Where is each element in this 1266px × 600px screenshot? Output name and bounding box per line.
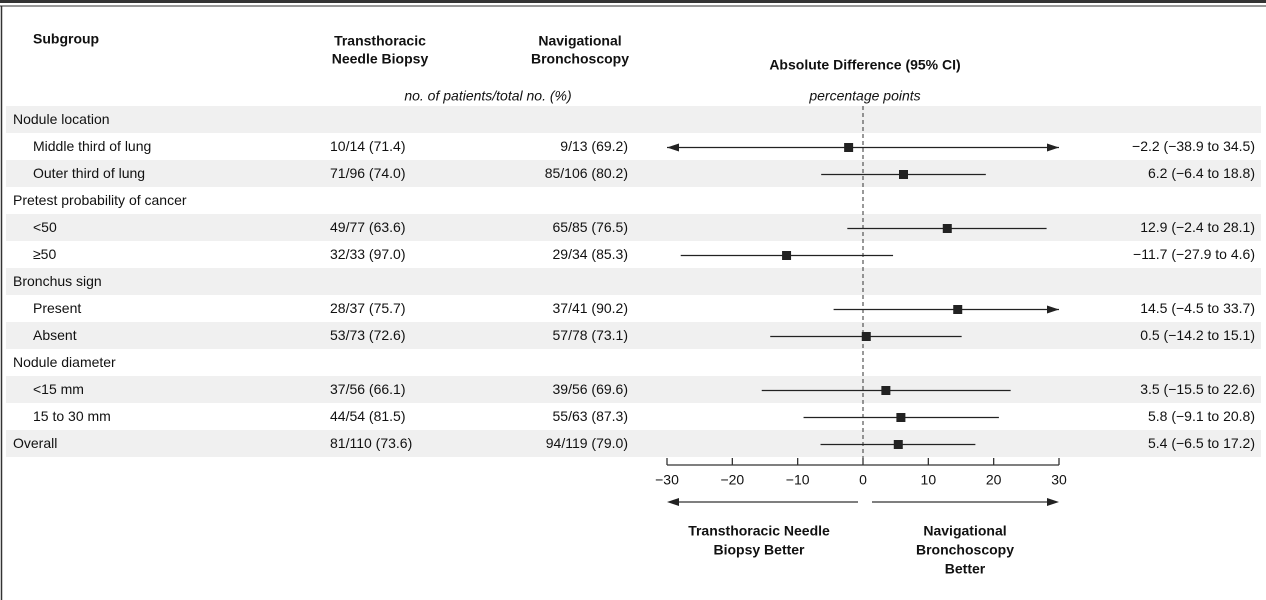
x-tick-label: −30 (655, 472, 679, 488)
cell: 9/13 (69.2) (560, 138, 628, 154)
point-estimate (896, 413, 906, 422)
value-label: 12.9 (−2.4 to 28.1) (1140, 219, 1255, 235)
value-label: 0.5 (−14.2 to 15.1) (1140, 327, 1255, 343)
cell: 28/37 (75.7) (330, 300, 406, 316)
cell: 29/34 (85.3) (553, 246, 629, 262)
row-label: 15 to 30 mm (33, 408, 111, 424)
ci-arrow (1047, 305, 1059, 314)
cell: 39/56 (69.6) (553, 381, 629, 397)
column-header: Navigational (538, 33, 621, 49)
row-shading (6, 160, 1261, 187)
row-shading (6, 268, 1261, 295)
cell: 49/77 (63.6) (330, 219, 406, 235)
direction-label: Better (945, 561, 986, 577)
x-tick-label: 0 (859, 472, 867, 488)
direction-label: Navigational (923, 523, 1006, 539)
cell: 53/73 (72.6) (330, 327, 406, 343)
value-label: −11.7 (−27.9 to 4.6) (1133, 246, 1255, 262)
row-label: <15 mm (33, 381, 84, 397)
value-label: −2.2 (−38.9 to 34.5) (1132, 138, 1255, 154)
direction-label: Bronchoscopy (916, 542, 1014, 558)
row-label: <50 (33, 219, 57, 235)
ci-arrow (1047, 143, 1059, 152)
value-label: 5.4 (−6.5 to 17.2) (1148, 435, 1255, 451)
direction-arrowhead (1047, 498, 1059, 506)
cell: 10/14 (71.4) (330, 138, 406, 154)
direction-label: Biopsy Better (713, 542, 805, 558)
cell: 85/106 (80.2) (545, 165, 628, 181)
cell: 94/119 (79.0) (546, 435, 628, 451)
row-header: Subgroup (33, 31, 99, 47)
cell: 37/41 (90.2) (553, 300, 629, 316)
row-label: Outer third of lung (33, 165, 145, 181)
value-label: 3.5 (−15.5 to 22.6) (1140, 381, 1255, 397)
point-estimate (942, 224, 952, 233)
cell: 71/96 (74.0) (330, 165, 406, 181)
x-tick-label: −20 (720, 472, 744, 488)
row-label: Pretest probability of cancer (13, 192, 187, 208)
cell: 37/56 (66.1) (330, 381, 406, 397)
column-header: Bronchoscopy (531, 51, 629, 67)
chart-title: Absolute Difference (95% CI) (769, 57, 960, 73)
column-header: Needle Biopsy (332, 51, 429, 67)
row-label: ≥50 (33, 246, 56, 262)
ci-arrow (667, 143, 679, 152)
cell: 65/85 (76.5) (553, 219, 629, 235)
row-label: Absent (33, 327, 77, 343)
row-label: Middle third of lung (33, 138, 151, 154)
value-label: 5.8 (−9.1 to 20.8) (1148, 408, 1255, 424)
cell: 55/63 (87.3) (553, 408, 629, 424)
point-estimate (861, 332, 871, 341)
point-estimate (782, 251, 792, 260)
column-header: Transthoracic (334, 33, 426, 49)
x-tick-label: 20 (986, 472, 1002, 488)
row-label: Overall (13, 435, 57, 451)
point-estimate (893, 440, 903, 449)
row-shading (6, 376, 1261, 403)
x-tick-label: 10 (921, 472, 937, 488)
direction-label: Transthoracic Needle (688, 523, 830, 539)
row-shading (6, 322, 1261, 349)
row-shading (6, 430, 1261, 457)
direction-arrowhead (667, 498, 679, 506)
x-tick-label: −10 (786, 472, 810, 488)
cell: 32/33 (97.0) (330, 246, 406, 262)
row-label: Nodule location (13, 111, 110, 127)
point-estimate (953, 305, 963, 314)
value-label: 14.5 (−4.5 to 33.7) (1140, 300, 1255, 316)
chart-subtitle: percentage points (808, 88, 920, 104)
x-tick-label: 30 (1051, 472, 1067, 488)
cell: 57/78 (73.1) (553, 327, 629, 343)
row-label: Nodule diameter (13, 354, 116, 370)
point-estimate (881, 386, 891, 395)
cell: 81/110 (73.6) (330, 435, 412, 451)
row-shading (6, 214, 1261, 241)
row-shading (6, 106, 1261, 133)
row-label: Present (33, 300, 81, 316)
point-estimate (899, 170, 909, 179)
point-estimate (844, 143, 854, 152)
column-note: no. of patients/total no. (%) (404, 88, 571, 104)
value-label: 6.2 (−6.4 to 18.8) (1148, 165, 1255, 181)
cell: 44/54 (81.5) (330, 408, 406, 424)
row-label: Bronchus sign (13, 273, 102, 289)
